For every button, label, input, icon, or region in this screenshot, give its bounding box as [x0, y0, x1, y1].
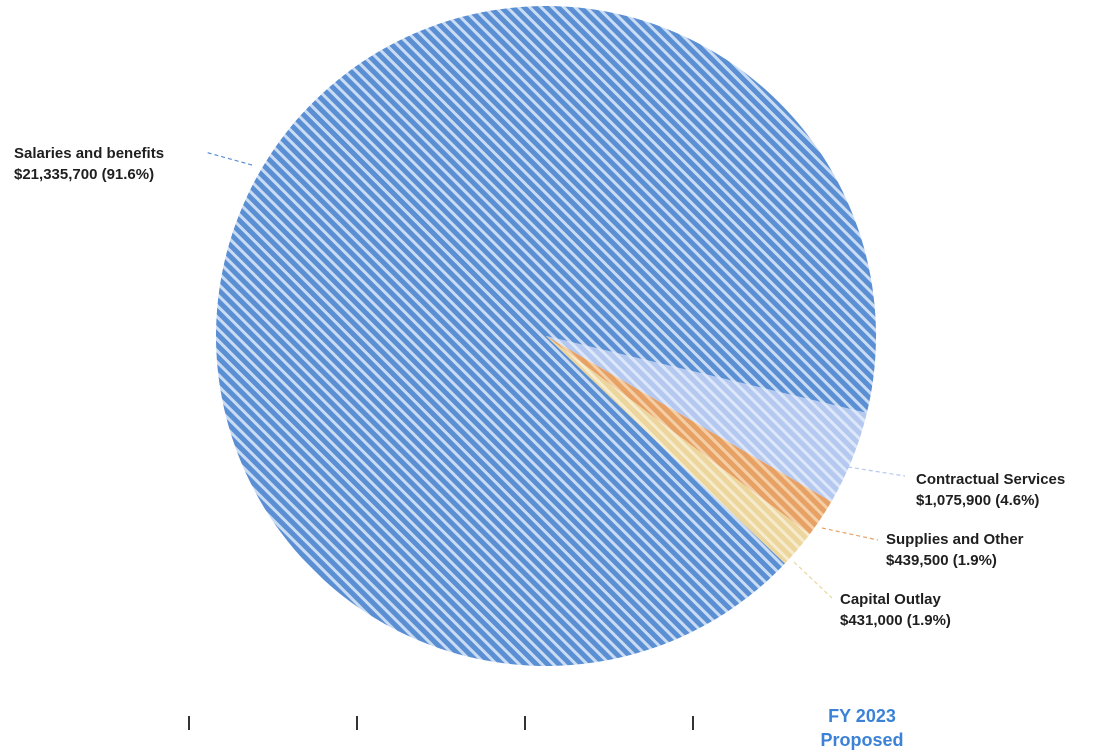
slice-label-name-salaries-and-benefits: Salaries and benefits	[14, 145, 164, 162]
slice-label-name-contractual-services: Contractual Services	[916, 471, 1065, 488]
slice-label-value-salaries-and-benefits: $21,335,700 (91.6%)	[14, 166, 154, 183]
pie-slices	[215, 6, 876, 667]
slice-label-value-supplies-and-other: $439,500 (1.9%)	[886, 552, 997, 569]
category-label-year: FY 2023	[828, 706, 896, 726]
slice-label-value-contractual-services: $1,075,900 (4.6%)	[916, 492, 1039, 509]
pie-slice-contractual-services	[546, 336, 867, 502]
pie-slice-supplies-and-other	[546, 336, 832, 535]
leader-line-capital-outlay	[793, 561, 833, 599]
slice-label-name-capital-outlay: Capital Outlay	[840, 591, 942, 608]
leader-lines	[204, 151, 906, 599]
pie-slice-capital-outlay	[546, 336, 810, 564]
slice-labels: Salaries and benefits $21,335,700 (91.6%)…	[14, 145, 1065, 629]
x-axis-ticks	[188, 716, 694, 730]
leader-line-supplies-and-other	[821, 527, 879, 541]
slice-label-value-capital-outlay: $431,000 (1.9%)	[840, 612, 951, 629]
category-label-type: Proposed	[820, 730, 903, 750]
leader-line-contractual-services	[847, 466, 906, 477]
leader-line-salaries-and-benefits	[204, 151, 253, 166]
slice-label-name-supplies-and-other: Supplies and Other	[886, 531, 1024, 548]
